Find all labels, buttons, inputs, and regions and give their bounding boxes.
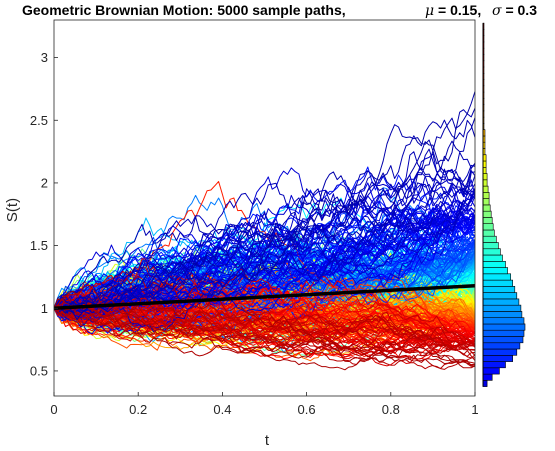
sample-path bbox=[54, 193, 475, 318]
plot-frame bbox=[53, 19, 476, 397]
x-tick-label: 0.2 bbox=[129, 402, 147, 417]
histogram-bar bbox=[482, 198, 490, 206]
sample-paths bbox=[54, 91, 475, 371]
histogram-bar bbox=[482, 336, 524, 344]
histogram-bar bbox=[482, 354, 514, 362]
histogram-bar bbox=[482, 229, 495, 237]
histogram-bar bbox=[482, 242, 499, 250]
terminal-histogram bbox=[482, 22, 526, 387]
histogram-bar bbox=[482, 204, 491, 212]
mu-symbol: μ bbox=[425, 3, 434, 19]
param-mu: μ = 0.15, bbox=[425, 2, 481, 19]
histogram-bar bbox=[482, 361, 506, 369]
y-tick-label: 1.5 bbox=[30, 238, 48, 253]
mean-line bbox=[54, 283, 475, 311]
sample-path bbox=[54, 297, 475, 357]
sample-path bbox=[54, 91, 475, 321]
y-tick-label: 0.5 bbox=[30, 363, 48, 378]
histogram-bar bbox=[482, 192, 490, 199]
y-axis-label: S(t) bbox=[4, 198, 21, 222]
y-tick-label: 3 bbox=[41, 50, 48, 65]
x-tick-label: 1 bbox=[471, 402, 478, 417]
sample-path bbox=[54, 212, 475, 319]
sample-path bbox=[54, 168, 475, 309]
sample-path bbox=[54, 187, 475, 333]
histogram-bar bbox=[482, 179, 488, 187]
mean-path bbox=[54, 283, 475, 311]
sample-path bbox=[54, 188, 475, 316]
sample-path bbox=[54, 305, 475, 366]
x-tick-label: 0 bbox=[50, 402, 57, 417]
histogram-bar bbox=[482, 223, 494, 231]
sample-path bbox=[54, 119, 475, 309]
param-sigma: σ = 0.3 bbox=[492, 2, 537, 19]
sample-path bbox=[54, 307, 475, 359]
sample-path bbox=[54, 117, 475, 312]
histogram-bar bbox=[482, 267, 508, 275]
histogram-bar bbox=[482, 173, 488, 181]
x-tick-label: 0.4 bbox=[213, 402, 231, 417]
y-axis-ticks: 0.5 1 1.5 2 2.5 3 bbox=[30, 50, 58, 378]
histogram-bar bbox=[482, 379, 488, 387]
y-tick-label: 1 bbox=[41, 301, 48, 316]
sample-path bbox=[54, 193, 475, 309]
sample-path bbox=[54, 219, 475, 309]
histogram-bar bbox=[482, 317, 525, 325]
histogram-bar bbox=[482, 311, 523, 318]
sigma-symbol: σ bbox=[492, 3, 502, 19]
histogram-bar bbox=[482, 329, 525, 337]
sample-path bbox=[54, 307, 475, 370]
sample-path bbox=[54, 207, 475, 321]
sample-path bbox=[54, 173, 475, 309]
histogram-bar bbox=[482, 235, 497, 243]
histogram-bar bbox=[482, 304, 522, 312]
y-tick-label: 2.5 bbox=[30, 113, 48, 128]
x-tick-label: 0.6 bbox=[298, 402, 316, 417]
sample-path bbox=[54, 107, 475, 313]
histogram-bar bbox=[482, 323, 526, 331]
histogram-bar bbox=[482, 217, 493, 224]
mu-value: = 0.15, bbox=[434, 2, 481, 18]
histogram-bar bbox=[482, 279, 514, 287]
histogram-bar bbox=[482, 273, 512, 281]
x-axis-ticks: 0 0.2 0.4 0.6 0.8 1 bbox=[50, 392, 479, 417]
y-tick-label: 2 bbox=[41, 175, 48, 190]
histogram-bar bbox=[482, 348, 518, 356]
sample-path bbox=[54, 162, 475, 309]
sample-path bbox=[54, 171, 475, 315]
sample-path bbox=[54, 305, 475, 351]
chart-title: Geometric Brownian Motion: 5000 sample p… bbox=[22, 2, 346, 18]
histogram-bar bbox=[482, 367, 500, 375]
sample-path bbox=[54, 307, 475, 371]
histogram-bar bbox=[482, 373, 493, 381]
sample-path bbox=[54, 210, 475, 309]
histogram-bar bbox=[482, 254, 503, 262]
histogram-bar bbox=[482, 260, 506, 268]
histogram-bar bbox=[482, 298, 520, 306]
sample-path bbox=[54, 284, 475, 367]
sample-path bbox=[54, 167, 475, 309]
histogram-bar bbox=[482, 248, 501, 256]
histogram-bar bbox=[482, 292, 518, 300]
x-tick-label: 0.8 bbox=[382, 402, 400, 417]
histogram-bar bbox=[482, 185, 489, 193]
histogram-bar bbox=[482, 210, 492, 218]
histogram-bar bbox=[482, 342, 521, 350]
sample-path bbox=[54, 266, 475, 367]
x-axis-label: t bbox=[265, 432, 270, 449]
sample-path bbox=[54, 275, 475, 370]
sigma-value: = 0.3 bbox=[502, 2, 538, 18]
sample-path bbox=[54, 299, 475, 367]
histogram-bar bbox=[482, 285, 516, 293]
sample-path bbox=[54, 187, 475, 319]
